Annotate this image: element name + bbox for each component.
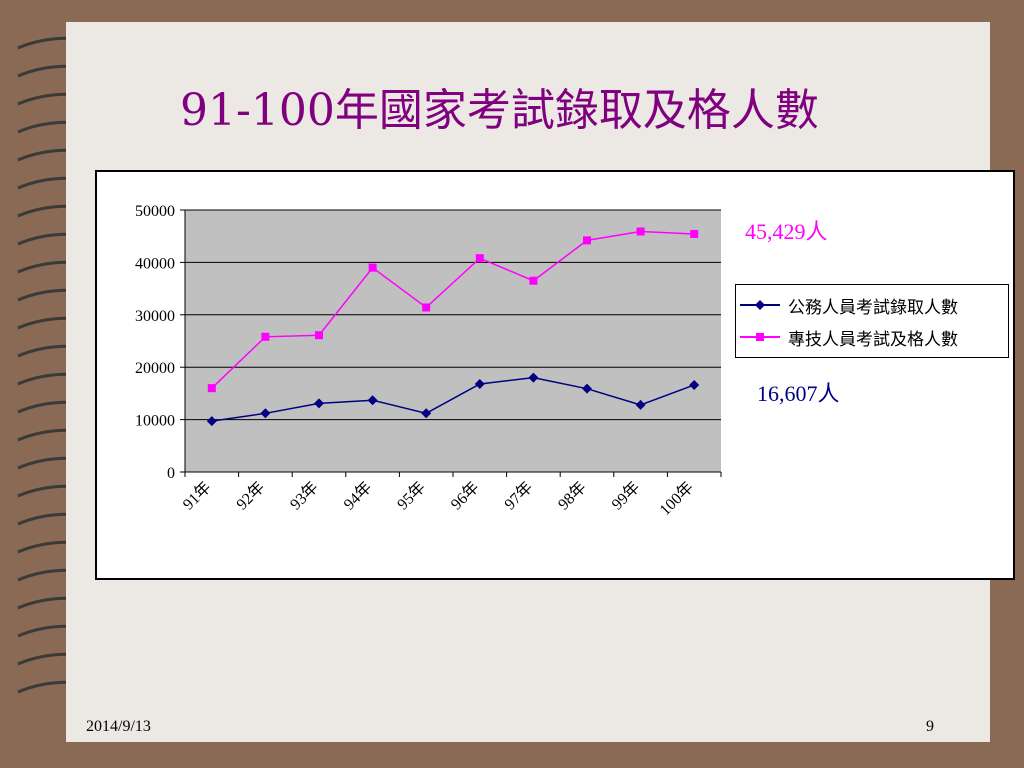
data-point-1 <box>261 332 270 341</box>
legend-label-pink: 專技人員考試及格人數 <box>788 330 958 350</box>
data-point-0 <box>260 408 271 419</box>
line-chart: 0 10000 20000 30000 40000 50000 91年 92年 93年 94年 9… <box>135 203 722 519</box>
legend-item-civil-service: 公務人員考試錄取人數 <box>740 290 1006 320</box>
data-point-0 <box>689 379 700 390</box>
y-tick-label: 30000 <box>135 308 175 325</box>
data-point-0 <box>635 399 646 410</box>
chart-container: 0 10000 20000 30000 40000 50000 91年 92年 93年 94年 9… <box>95 170 1015 580</box>
slide-title: 91-100年國家考試錄取及格人數 <box>180 85 819 136</box>
y-tick-label: 50000 <box>135 203 175 220</box>
data-point-0 <box>474 378 485 389</box>
y-tick-label: 10000 <box>135 413 175 430</box>
data-point-1 <box>315 331 323 340</box>
data-point-1 <box>207 384 216 393</box>
data-point-0 <box>367 395 378 406</box>
x-tick-label: 91年 <box>179 478 214 513</box>
data-point-1 <box>368 263 377 272</box>
x-tick-label: 97年 <box>501 478 536 513</box>
y-tick-label: 0 <box>167 465 175 482</box>
data-point-0 <box>582 383 592 394</box>
data-point-1 <box>529 276 538 285</box>
x-tick-label: 99年 <box>608 478 643 513</box>
data-point-0 <box>314 398 324 409</box>
chart-legend: 公務人員考試錄取人數 專技人員考試及格人數 <box>735 284 1009 358</box>
data-point-1 <box>583 236 591 245</box>
annotation-blue-value: 16,607人 <box>757 381 840 406</box>
slide-date: 2014/9/13 <box>86 718 151 735</box>
x-tick-label: 95年 <box>394 478 429 513</box>
data-point-1 <box>475 254 484 263</box>
legend-item-professional: 專技人員考試及格人數 <box>740 322 1006 352</box>
data-point-0 <box>528 372 539 383</box>
series-line-1 <box>211 230 695 389</box>
x-tick-label: 96年 <box>447 478 482 513</box>
data-point-0 <box>206 416 217 427</box>
legend-swatch-blue <box>740 300 780 310</box>
x-tick-label: 92年 <box>233 478 268 513</box>
x-tick-label: 94年 <box>340 478 375 513</box>
series-line-0 <box>211 376 695 422</box>
slide-page-number: 9 <box>926 718 934 735</box>
x-tick-label: 93年 <box>286 478 321 513</box>
x-tick-label: 100年 <box>656 478 697 519</box>
data-point-0 <box>421 408 432 419</box>
annotation-pink-value: 45,429人 <box>745 219 828 244</box>
x-tick-label: 98年 <box>554 478 589 513</box>
data-point-1 <box>636 227 645 236</box>
data-point-1 <box>422 303 431 312</box>
data-point-1 <box>690 229 699 238</box>
y-tick-label: 40000 <box>135 255 175 272</box>
y-tick-label: 20000 <box>135 360 175 377</box>
legend-swatch-pink <box>740 333 780 341</box>
plot-area <box>185 210 721 472</box>
legend-label-blue: 公務人員考試錄取人數 <box>788 298 958 318</box>
